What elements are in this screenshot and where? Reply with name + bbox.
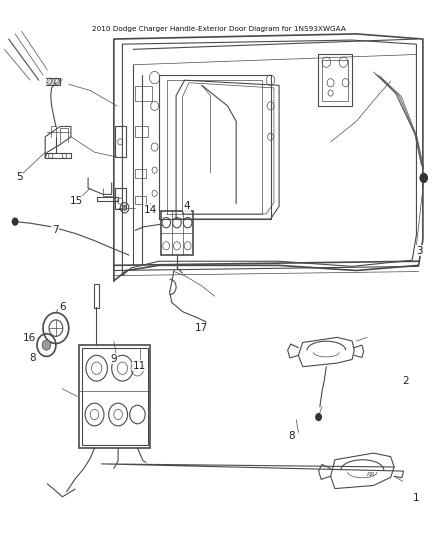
Bar [94,285,99,308]
Bar [322,60,348,101]
Text: 7: 7 [52,225,58,236]
Text: 2010 Dodge Charger Handle-Exterior Door Diagram for 1NS93XWGAA: 2010 Dodge Charger Handle-Exterior Door … [92,26,346,32]
Text: 17: 17 [194,323,208,333]
Text: RR: RR [367,472,376,477]
Text: 2: 2 [403,376,409,386]
Text: 16: 16 [23,333,36,343]
Text: 4: 4 [184,201,190,211]
Text: 5: 5 [16,172,23,182]
Text: 8: 8 [289,431,295,441]
Text: 9: 9 [110,354,117,364]
Bar [318,54,352,106]
Text: 8: 8 [29,353,35,363]
Bar [135,168,146,178]
Text: 6: 6 [59,302,66,311]
Text: 15: 15 [70,196,83,206]
Circle shape [12,217,18,226]
Text: 1: 1 [413,493,420,503]
Circle shape [315,413,322,421]
Circle shape [123,205,127,211]
Text: 14: 14 [144,205,157,215]
Bar [135,86,152,101]
Text: 3: 3 [417,246,423,256]
Text: 11: 11 [133,361,146,370]
Bar [82,348,148,445]
Bar [135,126,148,137]
Bar [115,126,126,157]
Bar [79,345,150,448]
Circle shape [42,340,51,350]
Bar [161,212,193,255]
Bar [135,196,146,204]
Bar [115,188,126,209]
Circle shape [420,173,428,183]
